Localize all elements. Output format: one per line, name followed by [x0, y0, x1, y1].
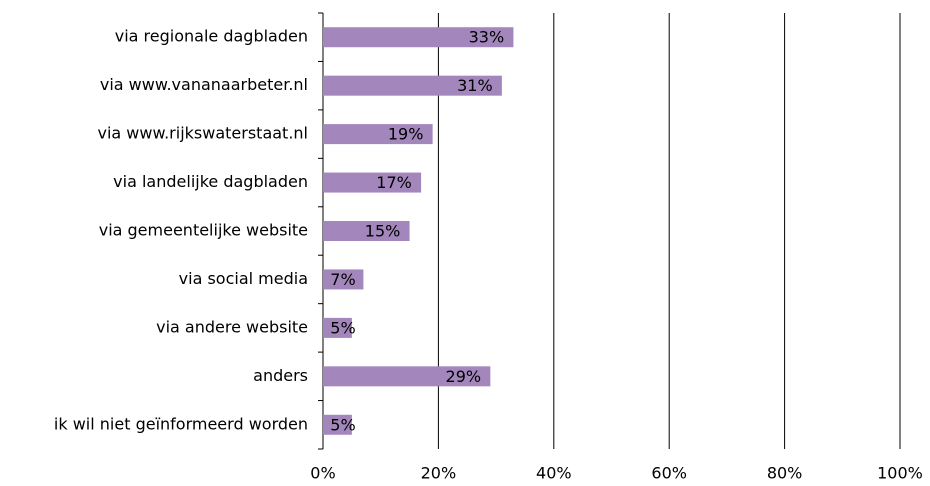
y-tick-label: via www.vananaarbeter.nl [100, 75, 308, 94]
x-tick-label: 80% [767, 464, 803, 483]
x-tick-label: 60% [651, 464, 687, 483]
bar [323, 269, 364, 290]
bar [323, 221, 410, 241]
y-tick-label: via regionale dagbladen [115, 27, 308, 46]
x-tick-label: 100% [877, 464, 923, 483]
bar [323, 27, 514, 48]
bar [323, 366, 491, 387]
y-tick-label: anders [253, 366, 308, 385]
x-tick-label: 0% [310, 464, 335, 483]
y-tick-label: via landelijke dagbladen [113, 172, 308, 191]
bar [323, 172, 422, 193]
y-tick-label: via social media [179, 269, 308, 288]
bar [323, 124, 433, 145]
data-label: 19% [388, 125, 424, 144]
bar [323, 75, 502, 96]
x-tick-label: 20% [421, 464, 457, 483]
data-label: 15% [365, 222, 401, 241]
bar [323, 317, 352, 338]
data-label: 31% [457, 76, 493, 95]
data-label: 29% [446, 367, 482, 386]
y-tick-label: via andere website [156, 317, 308, 336]
bar [323, 414, 352, 435]
data-label: 5% [330, 415, 355, 434]
data-label: 17% [376, 173, 412, 192]
y-tick-label: ik wil niet geïnformeerd worden [54, 414, 308, 433]
data-label: 5% [330, 318, 355, 337]
data-label: 7% [330, 270, 355, 289]
data-label: 33% [469, 28, 505, 47]
x-tick-label: 40% [536, 464, 572, 483]
y-tick-label: via gemeentelijke website [99, 221, 308, 240]
y-tick-label: via www.rijkswaterstaat.nl [98, 124, 309, 143]
